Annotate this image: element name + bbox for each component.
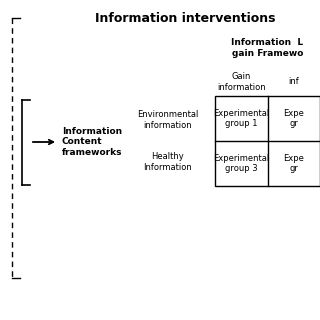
Text: Information  L
gain Framewo: Information L gain Framewo: [231, 38, 304, 58]
Text: Information interventions: Information interventions: [95, 12, 275, 25]
Text: Expe
gr: Expe gr: [283, 154, 304, 173]
Text: Information
Content
frameworks: Information Content frameworks: [62, 127, 123, 157]
Text: Healthy
Information: Healthy Information: [144, 152, 192, 172]
Text: Expe
gr: Expe gr: [283, 109, 304, 128]
Text: inf: inf: [288, 77, 299, 86]
Text: Experimental
group 1: Experimental group 1: [213, 109, 269, 128]
Text: Gain
information: Gain information: [217, 72, 266, 92]
Text: Experimental
group 3: Experimental group 3: [213, 154, 269, 173]
Bar: [215, 96, 320, 186]
Text: Environmental
information: Environmental information: [137, 110, 199, 130]
